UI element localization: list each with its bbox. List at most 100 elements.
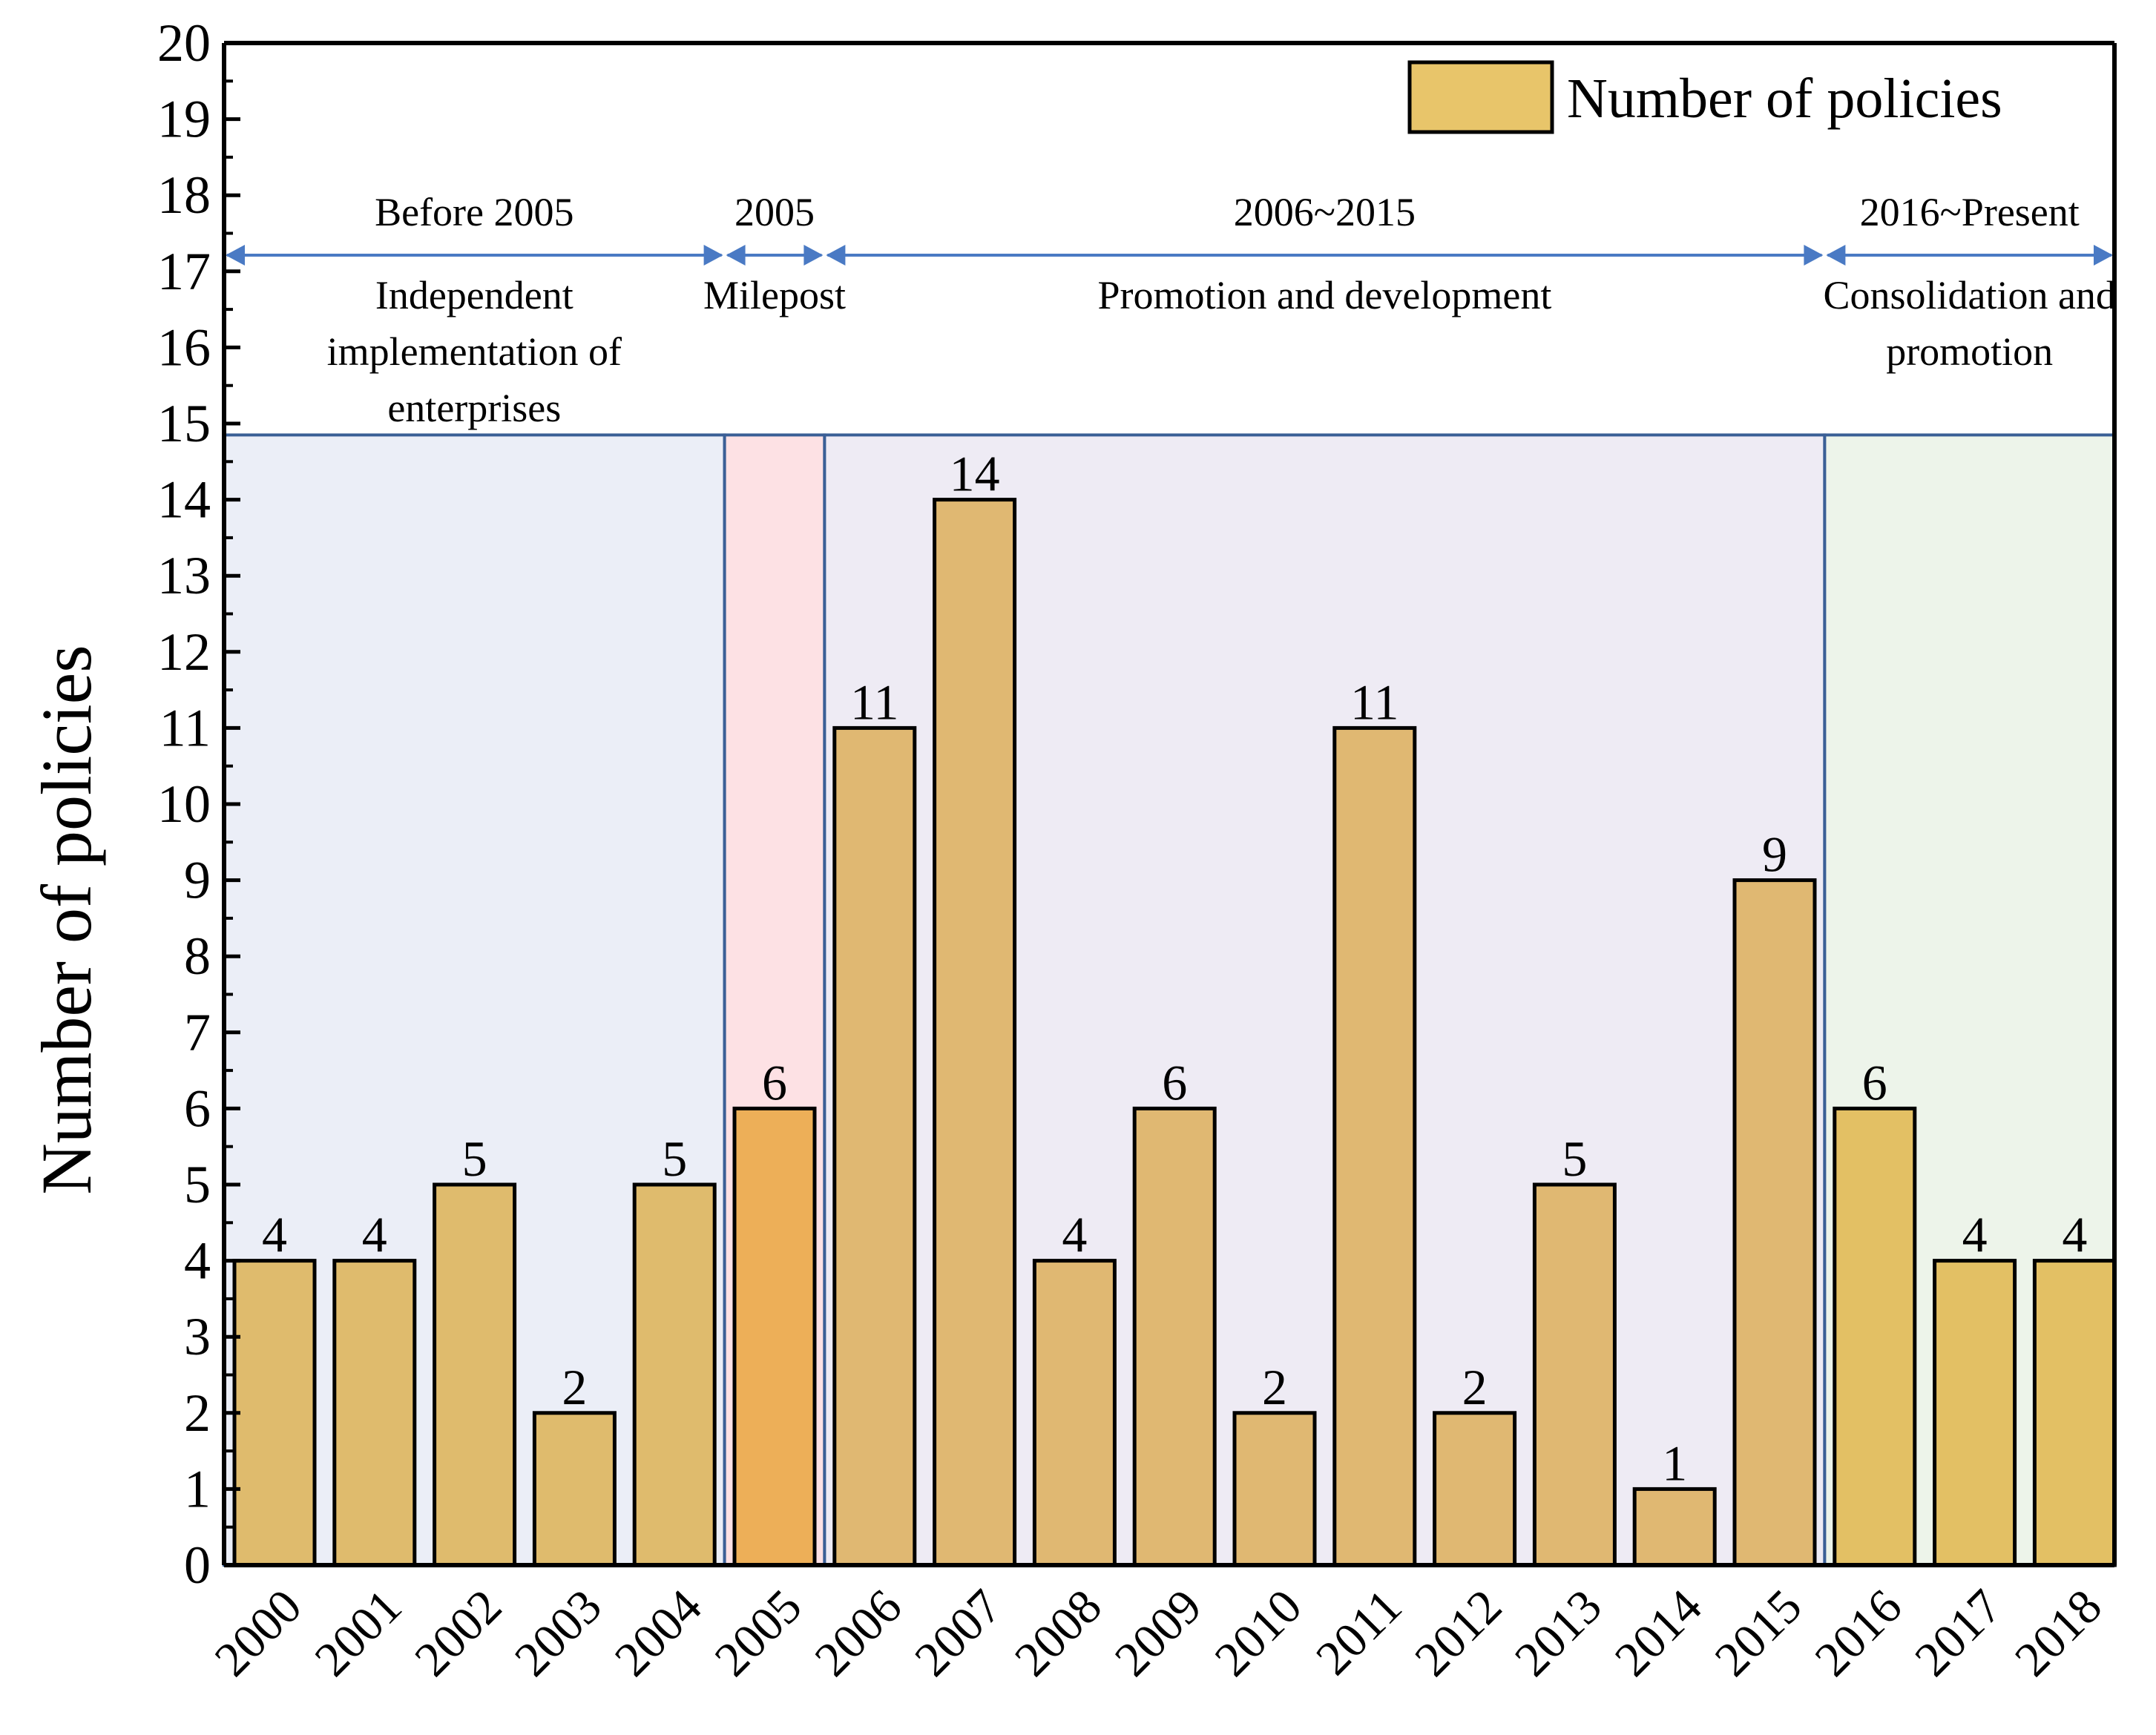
x-tick-label-2008: 2008 (1005, 1579, 1112, 1687)
y-tick-label-17: 17 (157, 242, 211, 301)
x-tick-labels: 2000200120022003200420052006200720082009… (205, 1579, 2112, 1687)
period-desc-3-1: promotion (1886, 329, 2053, 374)
bar-2011 (1332, 725, 1417, 1567)
y-tick-label-5: 5 (184, 1155, 211, 1214)
bar-label-2009: 6 (1162, 1054, 1187, 1110)
bar-label-2015: 9 (1762, 826, 1787, 883)
x-tick-label-2000: 2000 (205, 1579, 312, 1687)
period-title-3: 2016~Present (1860, 190, 2080, 234)
y-tick-label-7: 7 (184, 1003, 211, 1062)
period-arrowhead-right-1 (803, 245, 824, 266)
bar-value-labels: 4 4 5 2 5 6 11 14 4 6 2 11 2 5 1 9 6 4 4 (262, 446, 2087, 1492)
bar-2015 (1732, 878, 1817, 1567)
bar-2018 (2032, 1259, 2117, 1567)
bar-label-2010: 2 (1262, 1359, 1287, 1415)
period-title-2: 2006~2015 (1234, 190, 1416, 234)
period-arrowhead-left-1 (726, 245, 746, 266)
period-arrowhead-right-2 (1804, 245, 1824, 266)
bar-label-2012: 2 (1462, 1359, 1488, 1415)
bar-2012 (1433, 1411, 1517, 1567)
y-tick-label-13: 13 (157, 546, 211, 605)
x-tick-label-2018: 2018 (2005, 1579, 2112, 1687)
period-desc-1-0: Milepost (703, 273, 846, 317)
x-tick-label-2015: 2015 (1705, 1579, 1812, 1687)
x-tick-label-2006: 2006 (804, 1579, 912, 1687)
period-annotations: Before 2005 Independent implementation of e… (226, 190, 2116, 430)
x-tick-label-2003: 2003 (505, 1579, 612, 1687)
x-tick-label-2013: 2013 (1505, 1579, 1612, 1687)
bar-label-2014: 1 (1662, 1435, 1687, 1491)
bar-2006 (832, 725, 917, 1567)
y-tick-label-14: 14 (157, 470, 211, 530)
bar-2010 (1232, 1411, 1317, 1567)
y-axis-label: Number of policies (27, 645, 106, 1194)
x-tick-label-2011: 2011 (1306, 1579, 1412, 1685)
y-tick-label-0: 0 (184, 1535, 211, 1595)
y-tick-label-9: 9 (184, 851, 211, 910)
bar-2000 (232, 1259, 317, 1567)
bar-2005 (732, 1106, 817, 1567)
bars (232, 498, 2117, 1567)
y-tick-label-11: 11 (160, 698, 211, 757)
bar-2002 (433, 1182, 517, 1567)
legend: Number of policies (1407, 60, 2002, 134)
bar-label-2007: 14 (950, 446, 1000, 502)
x-tick-label-2001: 2001 (304, 1579, 412, 1687)
period-arrowhead-right-3 (2094, 245, 2113, 266)
legend-label: Number of policies (1567, 68, 2002, 130)
y-tick-label-20: 20 (157, 13, 211, 73)
x-tick-label-2004: 2004 (605, 1579, 712, 1687)
bar-2014 (1632, 1487, 1717, 1567)
y-tick-label-1: 1 (184, 1459, 211, 1518)
legend-swatch (1407, 60, 1554, 134)
x-tick-label-2007: 2007 (904, 1579, 1012, 1687)
x-tick-label-2016: 2016 (1804, 1579, 1912, 1687)
bar-label-2002: 5 (462, 1130, 487, 1187)
y-tick-label-12: 12 (157, 622, 211, 682)
bar-2007 (933, 498, 1017, 1567)
y-tick-label-6: 6 (184, 1079, 211, 1138)
bar-label-2008: 4 (1062, 1207, 1087, 1263)
x-tick-label-2014: 2014 (1605, 1579, 1712, 1687)
period-desc-0-2: enterprises (387, 386, 561, 430)
period-arrowhead-left-2 (826, 245, 846, 266)
bar-label-2017: 4 (1962, 1207, 1988, 1263)
y-tick-label-2: 2 (184, 1383, 211, 1443)
bar-2003 (532, 1411, 617, 1567)
period-arrowhead-left-0 (226, 245, 245, 266)
y-tick-label-8: 8 (184, 926, 211, 986)
bar-2001 (332, 1259, 417, 1567)
y-tick-label-15: 15 (157, 394, 211, 453)
bar-label-2000: 4 (262, 1207, 287, 1263)
bar-label-2003: 2 (562, 1359, 587, 1415)
bar-2017 (1933, 1259, 2017, 1567)
period-title-1: 2005 (734, 190, 815, 234)
period-desc-3-0: Consolidation and (1823, 273, 2115, 317)
bar-label-2001: 4 (362, 1207, 387, 1263)
x-tick-label-2009: 2009 (1105, 1579, 1212, 1687)
bar-2016 (1833, 1106, 1917, 1567)
period-arrowhead-right-0 (703, 245, 723, 266)
x-tick-label-2012: 2012 (1404, 1579, 1512, 1687)
bar-label-2006: 11 (850, 674, 898, 730)
x-tick-label-2002: 2002 (404, 1579, 512, 1687)
x-tick-label-2017: 2017 (1904, 1579, 2012, 1687)
period-desc-0-1: implementation of (327, 329, 622, 374)
bar-2009 (1132, 1106, 1217, 1567)
y-tick-label-16: 16 (157, 317, 211, 377)
period-arrowhead-left-3 (1826, 245, 1846, 266)
y-tick-label-18: 18 (157, 165, 211, 225)
bar-label-2005: 6 (762, 1054, 787, 1110)
bar-label-2011: 11 (1350, 674, 1399, 730)
y-tick-label-4: 4 (184, 1231, 211, 1291)
x-tick-label-2005: 2005 (705, 1579, 812, 1687)
y-tick-label-19: 19 (157, 90, 211, 149)
bar-2004 (632, 1182, 717, 1567)
bar-label-2018: 4 (2062, 1207, 2087, 1263)
y-tick-label-3: 3 (184, 1307, 211, 1366)
period-title-0: Before 2005 (375, 190, 573, 234)
period-desc-2-0: Promotion and development (1097, 273, 1551, 317)
bar-label-2013: 5 (1562, 1130, 1587, 1187)
